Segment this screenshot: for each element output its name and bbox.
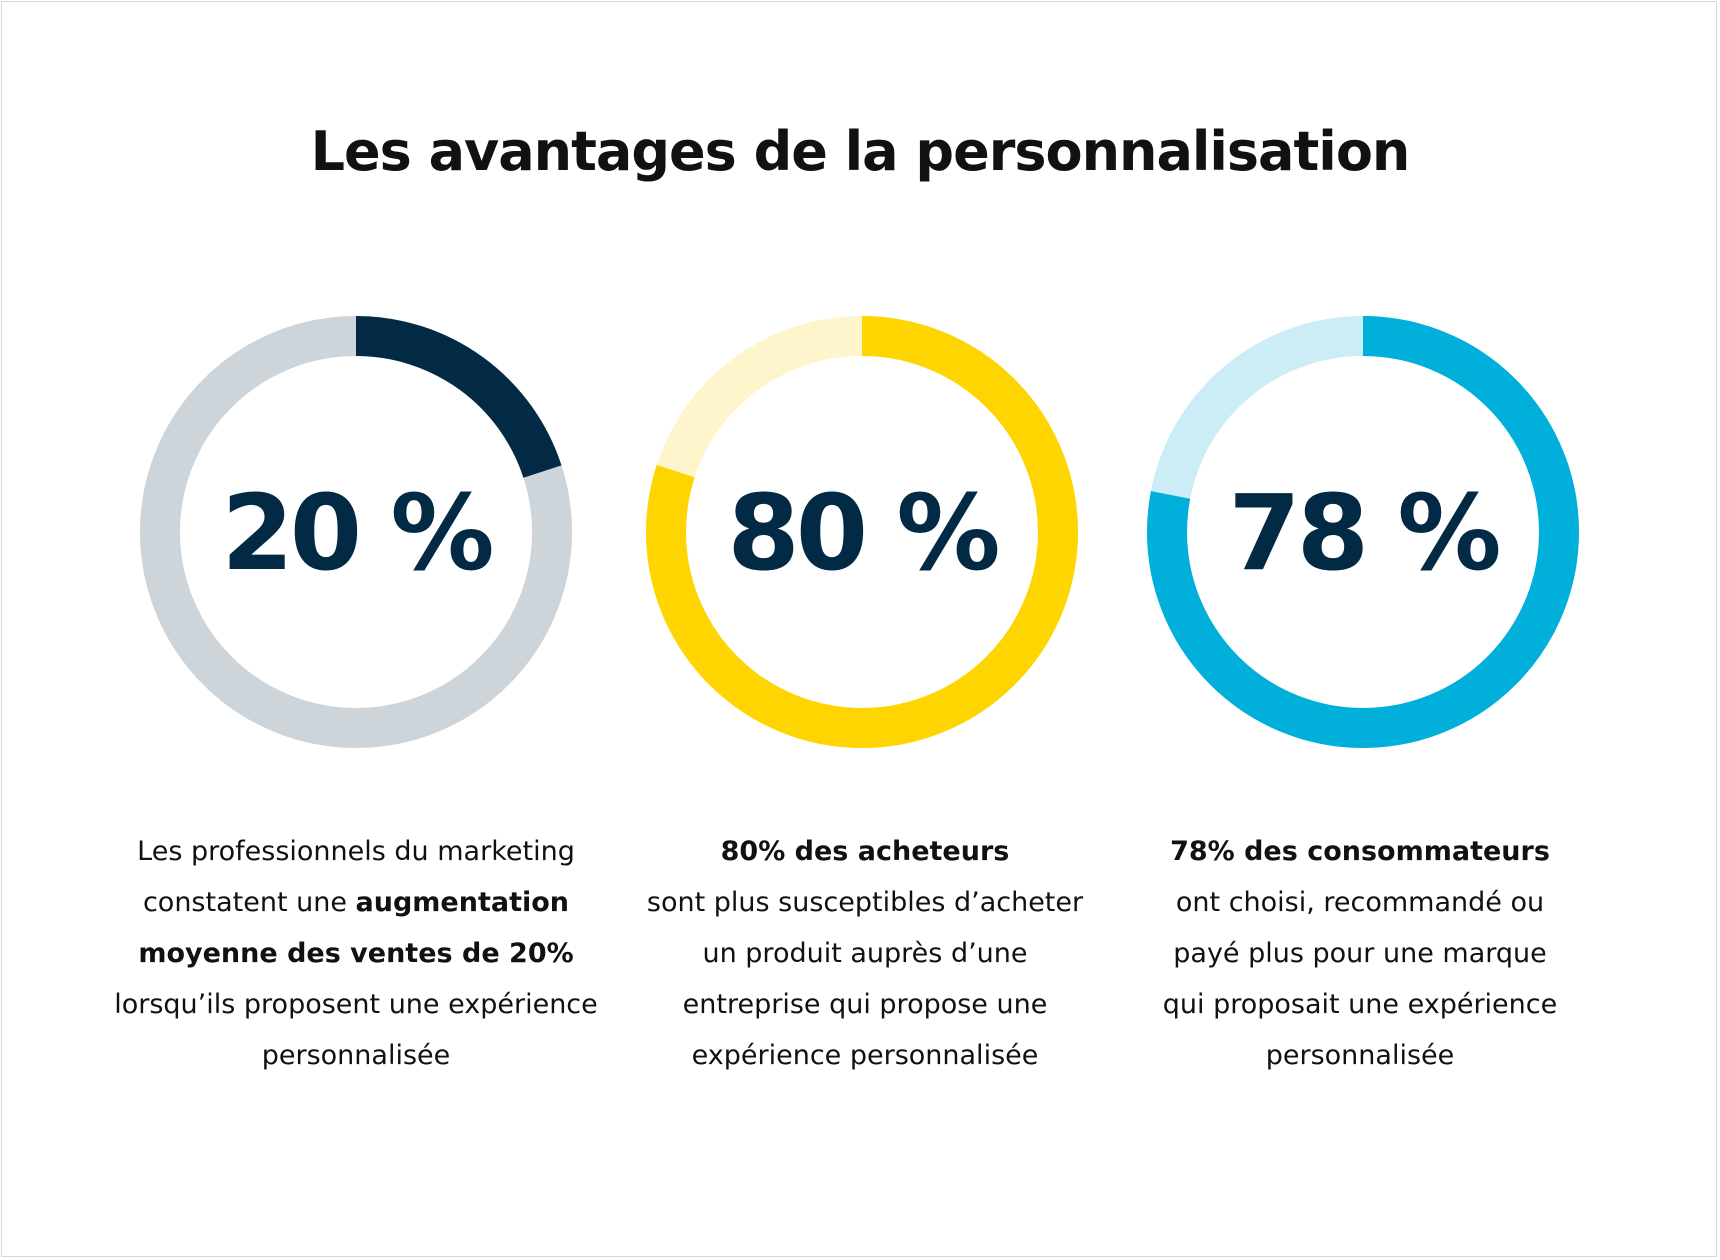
description-3: 78% des consommateurs ont choisi, recomm… (1155, 826, 1565, 1081)
description-1: Les professionnels du marketing constate… (96, 826, 616, 1081)
desc-text-1: sont plus susceptibles d’acheter un prod… (646, 887, 1084, 1071)
desc-bold-1: 80% des acheteurs (720, 836, 1010, 867)
desc-bold-1: 78% des consommateurs (1170, 836, 1550, 867)
donut-chart-2: 80 % (646, 316, 1078, 748)
desc-text-1: ont choisi, recommandé ou payé plus pour… (1162, 887, 1558, 1071)
page-title: Les avantages de la personnalisation (310, 120, 1411, 183)
desc-text-1: Les professionnels du marketing constate… (137, 836, 575, 918)
desc-bold-2: augmentation moyenne des ventes de 20% (138, 887, 574, 969)
donut-value-arc (646, 316, 1078, 748)
donut-chart-1: 20 % (140, 316, 572, 748)
donut-chart-3: 78 % (1147, 316, 1579, 748)
donut-value-arc (140, 316, 572, 748)
description-2: 80% des acheteurs sont plus susceptibles… (645, 826, 1085, 1081)
donut-value-arc (1147, 316, 1579, 748)
donut-value-label: 78 % (1228, 472, 1498, 594)
desc-text-2: lorsqu’ils proposent une expérience pers… (114, 989, 598, 1071)
donut-value-label: 80 % (727, 472, 997, 594)
donut-value-label: 20 % (221, 472, 491, 594)
